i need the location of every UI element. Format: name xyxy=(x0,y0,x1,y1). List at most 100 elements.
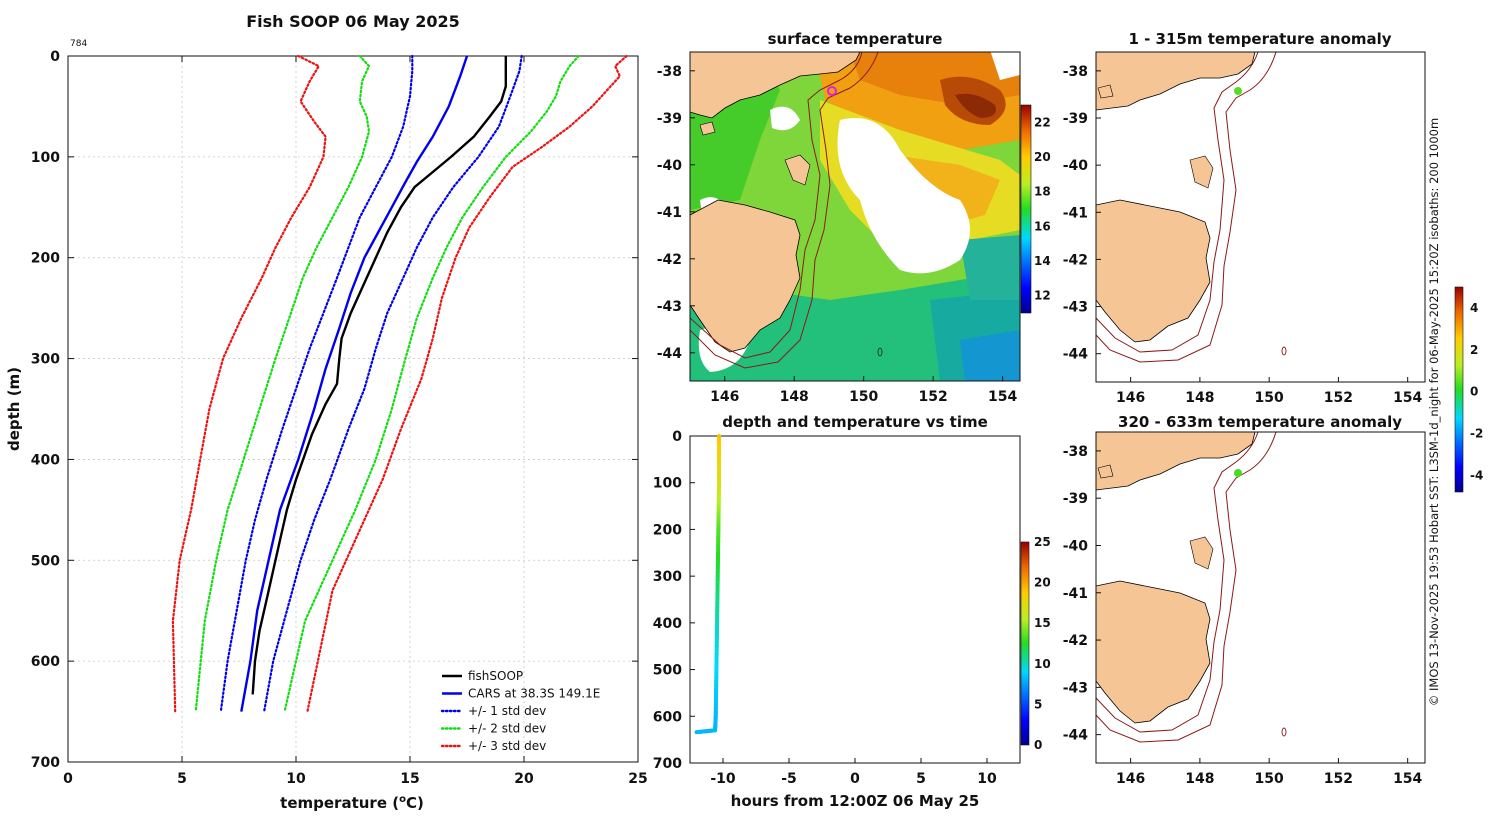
profile-x-tick-label: 10 xyxy=(286,771,306,787)
map-y-tick-label: -42 xyxy=(657,252,682,268)
map-y-tick-label: -41 xyxy=(657,205,682,221)
profile-panel: Fish SOOP 06 May 2025 784 0 5 10 15 20 25 0 10… xyxy=(5,12,648,812)
profile-legend: fishSOOP CARS at 38.3S 149.1E +/- 1 std de… xyxy=(440,669,600,753)
map-y-tick-label: -41 xyxy=(1063,586,1088,602)
depth-time-x-tick-label: -10 xyxy=(710,771,736,787)
legend-label: +/- 3 std dev xyxy=(468,739,546,753)
map-y-tick-label: -44 xyxy=(657,346,683,362)
depth-time-axes xyxy=(689,435,1021,764)
colorbar-tick-label: 18 xyxy=(1034,185,1051,199)
map-y-tick-label: -40 xyxy=(657,158,683,174)
map-x-tick-label: 152 xyxy=(1324,390,1353,406)
map-y-tick-label: -38 xyxy=(657,64,682,80)
map-y-tick-label: -43 xyxy=(1063,680,1088,696)
profile-x-tick-label: 25 xyxy=(628,771,647,787)
depth-time-x-tick-label: 0 xyxy=(850,771,860,787)
colorbar-tick-label: -4 xyxy=(1470,468,1483,482)
sst-location-marker xyxy=(827,86,837,96)
profile-axes xyxy=(67,55,639,763)
colorbar-tick-label: 10 xyxy=(1034,657,1051,671)
profile-y-tick-label: 100 xyxy=(31,150,60,166)
credit-text: © IMOS 13-Nov-2025 19:53 Hobart SST: L3S… xyxy=(1427,118,1441,706)
profile-series--1-std-dev xyxy=(263,54,523,713)
profile-y-ticks: 0 100 200 300 400 500 600 700 xyxy=(31,49,638,771)
depth-time-y-tick-label: 200 xyxy=(653,522,682,538)
depth-time-colorbar-ticks: 0 5 10 15 20 25 xyxy=(1034,535,1051,752)
sst-panel: surface temperature xyxy=(657,30,1051,405)
anomaly-bottom-ticks: 146 148 150 152 154 -38 -39 -40 -41 -42 -43 -44 xyxy=(1063,444,1423,787)
colorbar-tick-label: 20 xyxy=(1034,150,1051,164)
anomaly-bottom-marker xyxy=(1234,469,1242,477)
legend-label: fishSOOP xyxy=(468,669,523,683)
map-x-tick-label: 146 xyxy=(710,389,739,405)
map-y-tick-label: -38 xyxy=(1063,64,1088,80)
sst-ticks: 146 148 150 152 154 -38 -39 -40 -41 -42 -43 -44 xyxy=(657,64,1018,405)
map-y-tick-label: -39 xyxy=(657,111,682,127)
map-y-tick-label: -42 xyxy=(1063,633,1088,649)
profile-y-tick-label: 500 xyxy=(31,553,60,569)
profile-series--2-std-dev xyxy=(194,54,371,713)
map-y-tick-label: -41 xyxy=(1063,205,1088,221)
depth-time-title: depth and temperature vs time xyxy=(722,413,988,431)
sst-map xyxy=(690,52,1020,381)
profile-y-tick-label: 300 xyxy=(31,352,60,368)
map-x-tick-label: 154 xyxy=(988,389,1017,405)
colorbar-tick-label: 0 xyxy=(1470,385,1478,399)
profile-y-tick-label: 700 xyxy=(31,755,60,771)
sst-axes xyxy=(689,51,1021,382)
map-y-tick-label: -39 xyxy=(1063,111,1088,127)
depth-time-y-tick-label: 100 xyxy=(653,476,682,492)
legend-label: +/- 1 std dev xyxy=(468,704,546,718)
map-y-tick-label: -39 xyxy=(1063,491,1088,507)
profile-corner-label: 784 xyxy=(70,39,87,49)
profile-x-tick-label: 0 xyxy=(63,771,73,787)
map-x-tick-label: 150 xyxy=(1255,390,1284,406)
colorbar-tick-label: 14 xyxy=(1034,254,1051,268)
map-y-tick-label: -38 xyxy=(1063,444,1088,460)
legend-label: CARS at 38.3S 149.1E xyxy=(468,687,600,701)
anomaly-top-axes xyxy=(1095,51,1426,383)
profile-grid xyxy=(68,56,638,762)
profile-y-tick-label: 0 xyxy=(50,49,60,65)
depth-time-y-tick-label: 300 xyxy=(653,569,682,585)
colorbar-tick-label: -2 xyxy=(1470,426,1483,440)
map-x-tick-label: 148 xyxy=(1185,390,1214,406)
map-y-tick-label: -43 xyxy=(657,299,682,315)
map-y-tick-label: -44 xyxy=(1063,728,1089,744)
map-x-tick-label: 154 xyxy=(1393,390,1422,406)
profile-series--3-std-dev xyxy=(306,54,628,713)
depth-time-y-tick-label: 400 xyxy=(653,616,682,632)
profile-title: Fish SOOP 06 May 2025 xyxy=(246,12,460,31)
depth-time-x-tick-label: 5 xyxy=(916,771,926,787)
anomaly-bottom-axes xyxy=(1095,431,1426,764)
colorbar-tick-label: 2 xyxy=(1470,343,1478,357)
depth-time-x-tick-label: -5 xyxy=(781,771,797,787)
map-x-tick-label: 146 xyxy=(1116,390,1145,406)
map-x-tick-label: 146 xyxy=(1116,771,1145,787)
profile-x-tick-label: 15 xyxy=(400,771,419,787)
colorbar-tick-label: 20 xyxy=(1034,576,1051,590)
anomaly-bottom-panel: 320 - 633m temperature anomaly 146 148 150… xyxy=(1063,413,1426,787)
anomaly-bottom-title: 320 - 633m temperature anomaly xyxy=(1118,413,1402,431)
anomaly-colorbar-ticks: 4 2 0 -2 -4 xyxy=(1470,301,1483,482)
legend-label: +/- 2 std dev xyxy=(468,722,546,736)
depth-time-colorbar xyxy=(1020,541,1030,746)
depth-time-x-axis-label: hours from 12:00Z 06 May 25 xyxy=(731,792,980,810)
colorbar-tick-label: 16 xyxy=(1034,219,1051,233)
anomaly-top-marker xyxy=(1234,87,1242,95)
depth-time-panel: depth and temperature vs time -10 -5 0 5 100… xyxy=(653,413,1051,810)
map-x-tick-label: 150 xyxy=(1255,771,1284,787)
map-y-tick-label: -40 xyxy=(1063,158,1089,174)
colorbar-tick-label: 15 xyxy=(1034,616,1051,630)
colorbar-tick-label: 0 xyxy=(1034,738,1042,752)
profile-series-cars-at-38-3s-149-1e xyxy=(240,55,469,712)
map-y-tick-label: -42 xyxy=(1063,252,1088,268)
colorbar-tick-label: 12 xyxy=(1034,289,1051,303)
profile-x-axis-label: temperature (oC) xyxy=(280,794,424,812)
map-y-tick-label: -43 xyxy=(1063,300,1088,316)
depth-time-x-tick-label: 10 xyxy=(977,771,997,787)
map-x-tick-label: 150 xyxy=(849,389,878,405)
profile-y-axis-label: depth (m) xyxy=(5,367,23,451)
depth-time-y-tick-label: 0 xyxy=(672,429,682,445)
